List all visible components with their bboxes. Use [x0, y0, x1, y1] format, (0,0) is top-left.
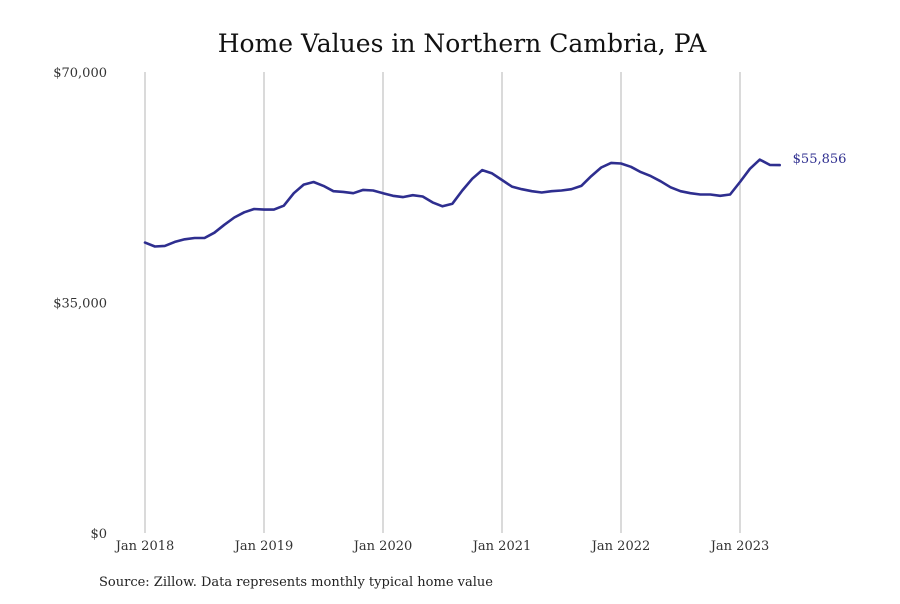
- series-layer: [143, 158, 782, 248]
- source-note: Source: Zillow. Data represents monthly …: [99, 575, 493, 590]
- home-value-series-line: [143, 158, 782, 248]
- y-tick-label: $0: [90, 527, 107, 542]
- x-tick-label: Jan 2019: [233, 539, 294, 554]
- x-tick-label: Jan 2023: [709, 539, 770, 554]
- chart-title: Home Values in Northern Cambria, PA: [218, 29, 708, 58]
- y-tick-label: $35,000: [53, 297, 107, 312]
- y-axis-tick-labels: $0 $35,000 $70,000: [53, 66, 107, 542]
- gridlines: [144, 72, 741, 533]
- last-value-label: $55,856: [793, 152, 847, 167]
- x-tick-label: Jan 2022: [590, 539, 651, 554]
- x-tick-label: Jan 2020: [352, 539, 413, 554]
- x-tick-label: Jan 2021: [471, 539, 532, 554]
- x-axis-tick-labels: Jan 2018 Jan 2019 Jan 2020 Jan 2021 Jan 2022…: [114, 539, 770, 554]
- x-tick-label: Jan 2018: [114, 539, 175, 554]
- y-tick-label: $70,000: [53, 66, 107, 81]
